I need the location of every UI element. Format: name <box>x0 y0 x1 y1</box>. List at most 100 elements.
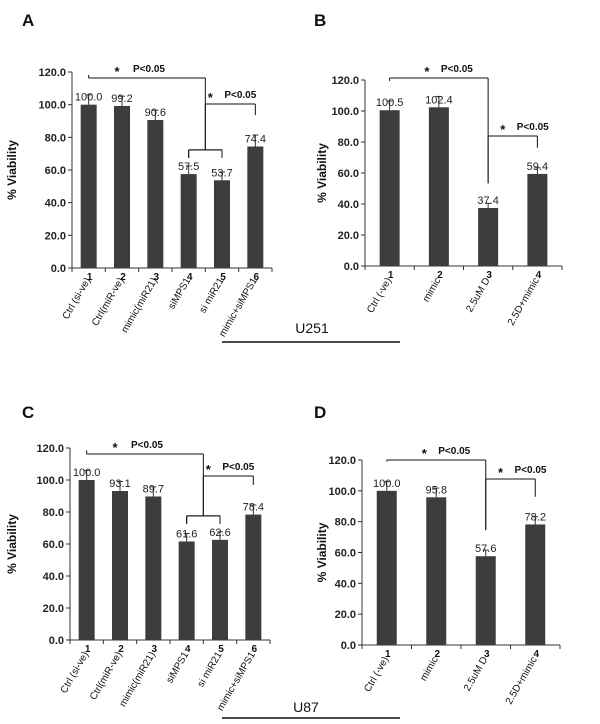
value-label: 74.4 <box>245 133 266 145</box>
bar-number-label: 6 <box>252 644 258 655</box>
category-label: Ctrl (si-ve) <box>61 276 94 321</box>
panel-label-a: A <box>22 11 34 30</box>
y-tick-label: 60.0 <box>43 539 64 551</box>
bar <box>376 490 397 645</box>
bar-number-label: 4 <box>187 272 193 283</box>
bar <box>379 110 400 266</box>
y-tick-label: 80.0 <box>338 137 359 149</box>
value-label: 61.6 <box>176 528 197 540</box>
category-label: Ctrl (si-ve) <box>59 650 92 695</box>
value-label: 89.7 <box>143 483 164 495</box>
bar-number-label: 2 <box>437 270 443 281</box>
significance-label: P<0.05 <box>517 122 549 133</box>
value-label: 99.2 <box>111 93 132 105</box>
significance-label: P<0.05 <box>131 440 163 451</box>
cell-line-label-u87: U87 <box>293 699 319 715</box>
y-tick-label: 120.0 <box>328 455 356 467</box>
y-tick-label: 0.0 <box>51 263 66 275</box>
y-tick-label: 20.0 <box>338 230 359 242</box>
bar <box>145 496 162 640</box>
value-label: 57.6 <box>475 543 496 555</box>
y-tick-label: 100.0 <box>331 106 359 118</box>
value-label: 57.5 <box>178 161 199 173</box>
bar-number-label: 5 <box>220 272 226 283</box>
category-label: Ctrl(miR-ve) <box>90 276 126 328</box>
y-tick-label: 20.0 <box>43 603 64 615</box>
value-label: 100.0 <box>373 478 401 490</box>
value-label: 59.4 <box>527 161 548 173</box>
bar <box>112 491 128 640</box>
y-tick-label: 120.0 <box>36 443 64 455</box>
bar-number-label: 5 <box>218 644 224 655</box>
y-tick-label: 80.0 <box>43 507 64 519</box>
value-label: 95.8 <box>426 484 447 496</box>
chart-panel-c: 0.0 20.0 40.0 60.0 80.0 100.0 120.0 % Viability… <box>5 440 271 713</box>
value-label: 100.5 <box>376 97 404 109</box>
category-label: siMPS1 <box>165 650 192 686</box>
value-label: 93.1 <box>109 478 130 490</box>
bar <box>114 105 130 269</box>
category-label: 2.5uM D <box>464 276 492 314</box>
bar <box>245 514 262 640</box>
value-label: 53.7 <box>211 167 232 179</box>
value-label: 102.4 <box>425 94 453 106</box>
category-label: Ctrl (-ve) <box>365 276 394 315</box>
category-label: 2.5D+mimic <box>504 655 540 706</box>
bar <box>214 180 230 268</box>
category-label: si miR21 <box>196 650 225 690</box>
bar-number-label: 3 <box>486 270 492 281</box>
y-tick-label: 100.0 <box>36 475 64 487</box>
significance-label: P<0.05 <box>224 90 256 101</box>
category-label: mimic(miR21) <box>120 276 160 335</box>
significance-label: P<0.05 <box>441 64 473 75</box>
category-label: 2.5D+mimic <box>506 276 542 327</box>
y-axis-title: % Viability <box>5 140 19 200</box>
category-label: si miR21 <box>198 276 227 316</box>
y-axis-title: % Viability <box>315 143 329 203</box>
significance-star: * <box>422 446 428 461</box>
category-label: Ctrl(miR-ve) <box>88 650 124 702</box>
significance-star: * <box>112 440 118 455</box>
bar-number-label: 1 <box>87 272 93 283</box>
y-axis-title: % Viability <box>5 514 19 574</box>
bar-number-label: 1 <box>85 644 91 655</box>
significance-star: * <box>500 122 506 137</box>
bar <box>475 556 496 645</box>
y-tick-label: 80.0 <box>45 132 66 144</box>
bar <box>426 497 447 645</box>
chart-panel-d: 0.0 20.0 40.0 60.0 80.0 100.0 120.0 % Viability… <box>315 446 561 706</box>
category-label: siMPS1 <box>167 276 194 312</box>
y-tick-label: 60.0 <box>338 168 359 180</box>
y-tick-label: 0.0 <box>49 635 64 647</box>
y-tick-label: 100.0 <box>328 486 356 498</box>
bar-number-label: 1 <box>388 270 394 281</box>
y-tick-label: 60.0 <box>335 548 356 560</box>
bar-number-label: 3 <box>152 644 158 655</box>
significance-star: * <box>424 64 430 79</box>
bar-number-label: 1 <box>385 649 391 660</box>
bar <box>178 541 195 640</box>
y-tick-label: 40.0 <box>43 571 64 583</box>
bar-number-label: 4 <box>533 649 539 660</box>
value-label: 62.6 <box>209 527 230 539</box>
panel-label-c: C <box>22 403 34 422</box>
bar-number-label: 3 <box>154 272 160 283</box>
category-label: mimic(miR21) <box>118 650 158 709</box>
bar-number-label: 2 <box>118 644 124 655</box>
y-tick-label: 40.0 <box>338 199 359 211</box>
bar-number-label: 6 <box>254 272 260 283</box>
panel-label-d: D <box>314 403 326 422</box>
value-label: 37.4 <box>477 195 498 207</box>
significance-star: * <box>114 64 120 79</box>
cell-line-label-u251: U251 <box>295 320 329 336</box>
significance-star: * <box>206 462 212 477</box>
y-tick-label: 0.0 <box>344 261 359 273</box>
y-tick-label: 120.0 <box>38 67 66 79</box>
category-label: mimic <box>418 655 441 683</box>
bar <box>80 104 97 269</box>
category-label: mimic <box>421 276 444 304</box>
y-tick-label: 100.0 <box>38 100 66 112</box>
panel-label-b: B <box>314 11 326 30</box>
chart-panel-a: 0.0 20.0 40.0 60.0 80.0 100.0 120.0 % Viability… <box>5 64 273 339</box>
